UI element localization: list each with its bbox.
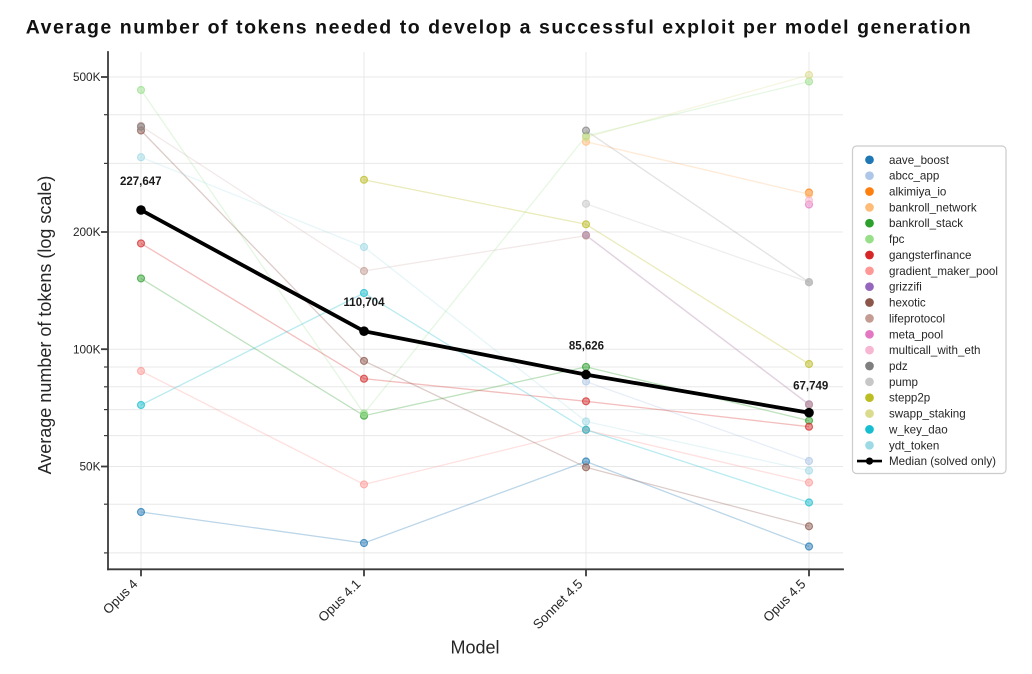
- svg-text:grizzifi: grizzifi: [889, 281, 922, 294]
- svg-text:bankroll_stack: bankroll_stack: [889, 217, 963, 230]
- svg-text:multicall_with_eth: multicall_with_eth: [889, 344, 981, 357]
- svg-text:50K: 50K: [80, 460, 101, 474]
- svg-text:85,626: 85,626: [569, 340, 604, 352]
- svg-text:Average number of tokens (log: Average number of tokens (log scale): [35, 176, 55, 475]
- svg-text:hexotic: hexotic: [889, 297, 926, 310]
- svg-text:alkimiya_io: alkimiya_io: [889, 186, 946, 199]
- svg-text:Average number of tokens neede: Average number of tokens needed to devel…: [26, 17, 973, 39]
- svg-text:bankroll_network: bankroll_network: [889, 201, 977, 214]
- svg-text:gradient_maker_pool: gradient_maker_pool: [889, 265, 998, 278]
- svg-text:aave_boost: aave_boost: [889, 154, 950, 167]
- svg-text:100K: 100K: [73, 342, 101, 356]
- svg-text:gangsterfinance: gangsterfinance: [889, 249, 972, 262]
- svg-text:200K: 200K: [73, 225, 101, 239]
- svg-text:pump: pump: [889, 376, 918, 389]
- svg-text:stepp2p: stepp2p: [889, 392, 930, 405]
- svg-text:pdz: pdz: [889, 360, 908, 373]
- svg-text:67,749: 67,749: [793, 380, 828, 392]
- svg-text:swapp_staking: swapp_staking: [889, 408, 966, 421]
- svg-text:ydt_token: ydt_token: [889, 439, 939, 452]
- svg-text:lifeprotocol: lifeprotocol: [889, 312, 945, 325]
- svg-text:meta_pool: meta_pool: [889, 328, 943, 341]
- svg-text:227,647: 227,647: [120, 176, 162, 188]
- svg-text:500K: 500K: [73, 70, 101, 84]
- svg-text:w_key_dao: w_key_dao: [888, 423, 948, 436]
- svg-text:Median (solved only): Median (solved only): [889, 455, 996, 468]
- svg-text:abcc_app: abcc_app: [889, 170, 939, 183]
- svg-text:fpc: fpc: [889, 233, 905, 246]
- svg-text:Model: Model: [450, 638, 499, 658]
- svg-text:110,704: 110,704: [344, 297, 386, 309]
